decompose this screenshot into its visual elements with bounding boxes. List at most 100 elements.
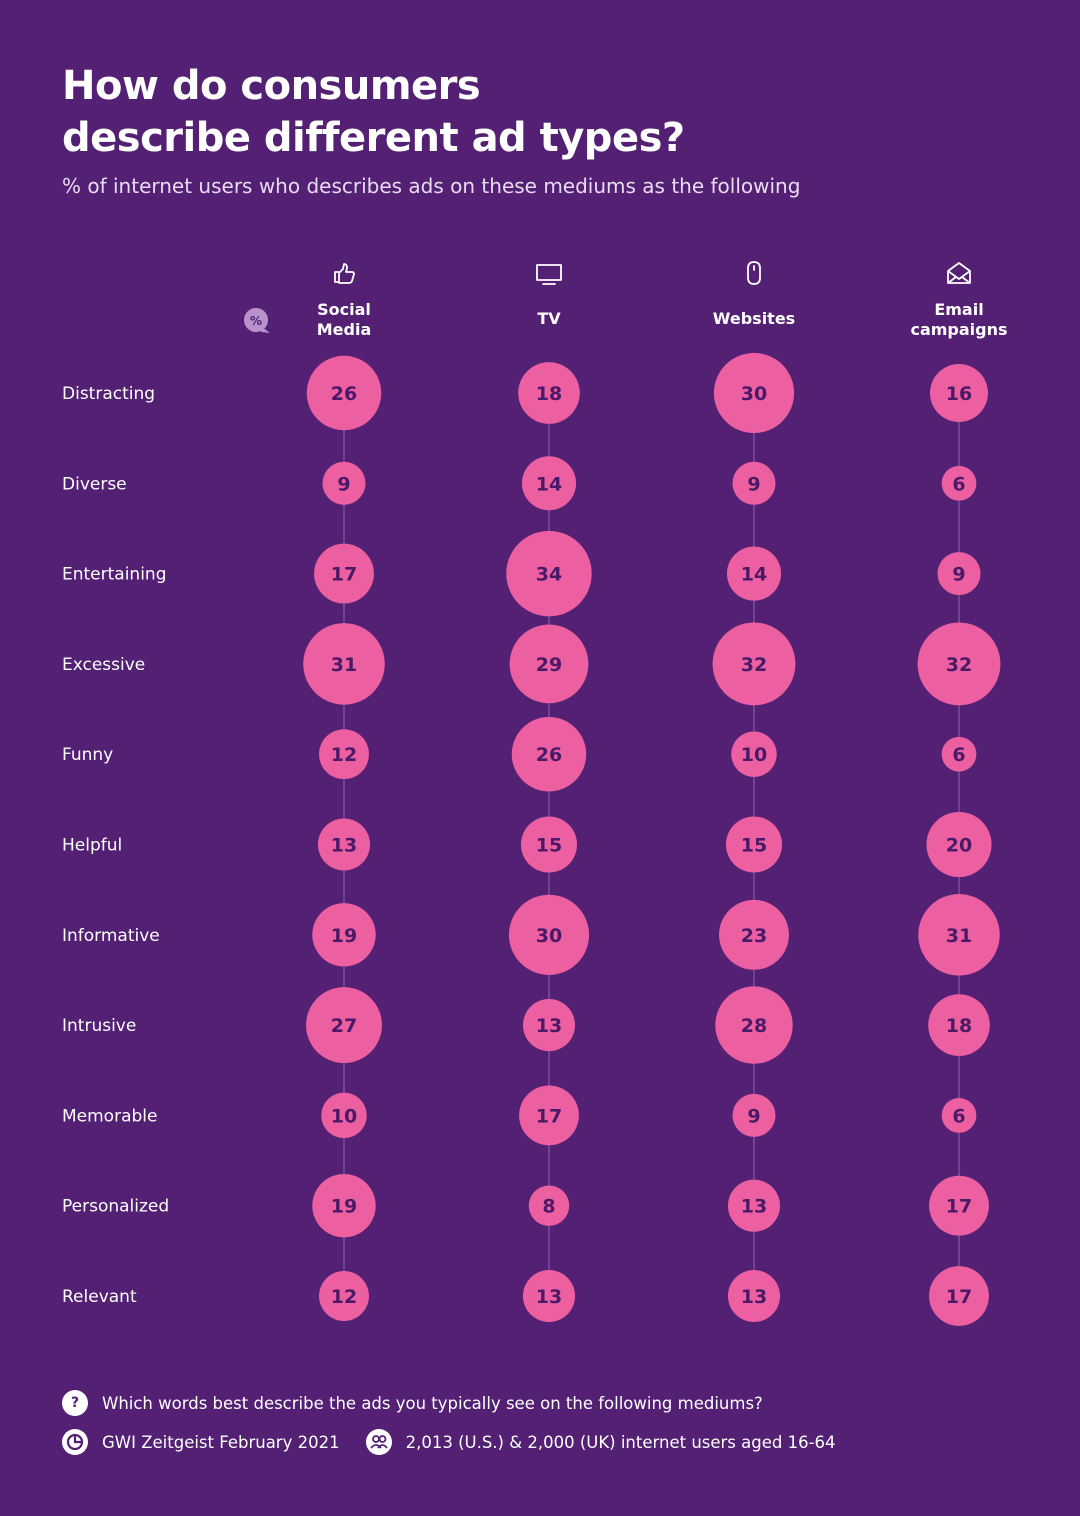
bubble (319, 1271, 369, 1321)
bubble-value: 14 (536, 473, 562, 495)
bubble-value: 28 (741, 1015, 767, 1037)
column-header: TV (536, 264, 562, 328)
chart-subtitle: % of internet users who describes ads on… (62, 174, 801, 198)
gwi-logo-icon (62, 1429, 88, 1455)
row-label: Excessive (62, 655, 145, 675)
bubble-value: 17 (331, 564, 357, 586)
bubble-value: 10 (741, 744, 767, 766)
bubble (727, 1179, 781, 1232)
bubble-value: 16 (946, 383, 972, 405)
bubble-value: 30 (741, 383, 767, 405)
bubble (725, 816, 783, 873)
chart-title: How do consumers describe different ad t… (62, 60, 962, 164)
bubble-value: 18 (946, 1015, 972, 1037)
bubble (929, 1175, 989, 1236)
bubble (522, 1269, 576, 1323)
row-label: Helpful (62, 836, 122, 856)
bubble-value: 26 (331, 383, 357, 405)
bubble (732, 461, 776, 505)
bubble-value: 34 (536, 564, 562, 586)
bubble (941, 736, 977, 772)
bubble (930, 364, 988, 422)
bubble (306, 355, 382, 431)
column-label: campaigns (910, 320, 1007, 339)
bubble-value: 13 (536, 1286, 562, 1308)
bubble-value: 9 (747, 473, 760, 495)
row-label: Personalized (62, 1197, 169, 1217)
tv-icon (536, 264, 562, 285)
bubble (312, 903, 376, 967)
bubble-value: 15 (536, 835, 562, 857)
bubble (941, 1098, 977, 1133)
bubble (509, 624, 589, 704)
bubble (317, 818, 371, 871)
bubble (314, 543, 374, 604)
row-label: Informative (62, 926, 160, 946)
svg-text:%: % (250, 314, 262, 328)
column-label: Media (317, 320, 372, 339)
bubble-value: 31 (331, 654, 357, 676)
bubble-value: 26 (536, 744, 562, 766)
mouse-icon (747, 261, 761, 285)
sample-text: 2,013 (U.S.) & 2,000 (UK) internet users… (405, 1432, 836, 1452)
row-label: Funny (62, 745, 113, 765)
bubble (715, 986, 793, 1064)
bubble-value: 23 (741, 925, 767, 947)
question-icon: ? (62, 1390, 88, 1416)
row-label: Diverse (62, 474, 127, 494)
bubble (917, 622, 1001, 706)
bubble (719, 899, 789, 970)
bubble (528, 1185, 570, 1226)
bubble (918, 894, 1000, 976)
bubble (506, 530, 592, 617)
bubble-value: 30 (536, 925, 562, 947)
bubble-value: 32 (741, 654, 767, 676)
bubble-value: 17 (946, 1286, 972, 1308)
row-label: Memorable (62, 1106, 157, 1126)
bubble-value: 13 (536, 1015, 562, 1037)
bubble-value: 6 (952, 473, 965, 495)
bubble-value: 17 (536, 1105, 562, 1127)
bubble (306, 987, 382, 1064)
bubble (713, 352, 795, 434)
bubble (322, 461, 366, 505)
bubble (726, 546, 782, 601)
percent-badge-icon: % (244, 308, 270, 333)
bubble-value: 32 (946, 654, 972, 676)
bubble-value: 14 (741, 564, 767, 586)
bubble-value: 17 (946, 1196, 972, 1218)
bubble (522, 999, 576, 1052)
footer-question: ? Which words best describe the ads you … (62, 1390, 763, 1416)
bubble (518, 362, 580, 424)
bubble (941, 465, 977, 501)
row-label: Intrusive (62, 1016, 136, 1036)
bubble-value: 13 (741, 1196, 767, 1218)
bubble (312, 1174, 376, 1238)
bubble-value: 13 (331, 835, 357, 857)
title-line-2: describe different ad types? (62, 115, 685, 161)
bubble-value: 9 (952, 564, 965, 586)
bubble-value: 29 (536, 654, 562, 676)
question-text: Which words best describe the ads you ty… (102, 1393, 763, 1413)
bubble-value: 20 (946, 835, 972, 857)
column-label: Websites (713, 309, 795, 328)
bubble (519, 1085, 579, 1146)
bubble-value: 9 (337, 473, 350, 495)
title-line-1: How do consumers (62, 63, 481, 109)
thumbs-up-icon (334, 263, 355, 284)
bubble (303, 623, 385, 705)
bubble (520, 816, 578, 873)
bubble-value: 6 (952, 744, 965, 766)
column-label: Email (934, 300, 983, 319)
bubble (926, 811, 992, 878)
column-label: Social (317, 300, 371, 319)
bubble (521, 456, 577, 511)
bubble-value: 13 (741, 1286, 767, 1308)
people-icon (365, 1429, 392, 1455)
bubble-value: 31 (946, 925, 972, 947)
bubble (731, 731, 777, 777)
bubble-value: 18 (536, 383, 562, 405)
